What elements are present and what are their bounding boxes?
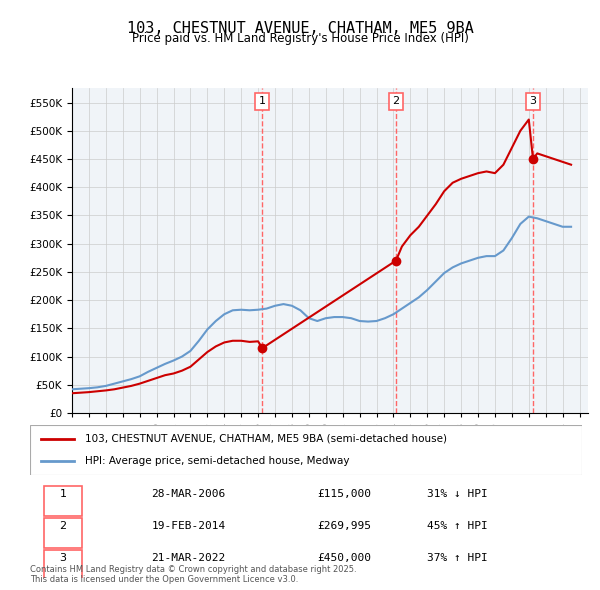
Text: 3: 3 bbox=[530, 97, 536, 106]
Text: 19-FEB-2014: 19-FEB-2014 bbox=[151, 521, 226, 531]
FancyBboxPatch shape bbox=[44, 518, 82, 548]
Text: 103, CHESTNUT AVENUE, CHATHAM, ME5 9BA (semi-detached house): 103, CHESTNUT AVENUE, CHATHAM, ME5 9BA (… bbox=[85, 434, 447, 444]
FancyBboxPatch shape bbox=[44, 550, 82, 580]
Text: 31% ↓ HPI: 31% ↓ HPI bbox=[427, 489, 488, 499]
Text: £450,000: £450,000 bbox=[317, 553, 371, 563]
FancyBboxPatch shape bbox=[30, 425, 582, 475]
Text: 103, CHESTNUT AVENUE, CHATHAM, ME5 9BA: 103, CHESTNUT AVENUE, CHATHAM, ME5 9BA bbox=[127, 21, 473, 35]
Text: Price paid vs. HM Land Registry's House Price Index (HPI): Price paid vs. HM Land Registry's House … bbox=[131, 32, 469, 45]
Text: 2: 2 bbox=[392, 97, 400, 106]
Text: 3: 3 bbox=[59, 553, 67, 563]
Text: Contains HM Land Registry data © Crown copyright and database right 2025.
This d: Contains HM Land Registry data © Crown c… bbox=[30, 565, 356, 584]
Text: 2: 2 bbox=[59, 521, 67, 531]
Text: 1: 1 bbox=[259, 97, 266, 106]
FancyBboxPatch shape bbox=[44, 486, 82, 516]
Text: £115,000: £115,000 bbox=[317, 489, 371, 499]
Text: 28-MAR-2006: 28-MAR-2006 bbox=[151, 489, 226, 499]
Text: £269,995: £269,995 bbox=[317, 521, 371, 531]
Text: HPI: Average price, semi-detached house, Medway: HPI: Average price, semi-detached house,… bbox=[85, 456, 350, 466]
Text: 37% ↑ HPI: 37% ↑ HPI bbox=[427, 553, 488, 563]
Text: 21-MAR-2022: 21-MAR-2022 bbox=[151, 553, 226, 563]
Text: 45% ↑ HPI: 45% ↑ HPI bbox=[427, 521, 488, 531]
Text: 1: 1 bbox=[59, 489, 67, 499]
